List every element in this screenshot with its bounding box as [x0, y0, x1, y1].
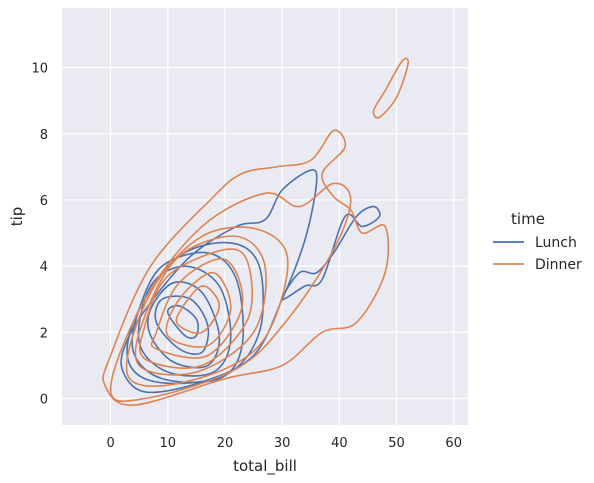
tick-labels: 0 10 20 30 40 50 60 0 2 4 6 8 10 — [31, 62, 462, 451]
dinner-contour-line — [134, 235, 267, 376]
plot-background — [62, 8, 468, 425]
legend-label-lunch: Lunch — [535, 235, 577, 251]
dinner-contour-line — [138, 248, 254, 369]
lunch-contour-line — [154, 295, 210, 355]
dinner-contour-line — [109, 182, 352, 402]
lunch-contour-line — [166, 304, 199, 339]
lunch-contour-line — [281, 205, 381, 301]
y-tick-label: 8 — [40, 128, 48, 143]
lunch-contour-line — [137, 265, 232, 377]
contour-series — [102, 57, 409, 406]
x-axis-label: total_bill — [233, 457, 297, 476]
y-tick-label: 10 — [31, 62, 48, 77]
legend-label-dinner: Dinner — [535, 257, 582, 273]
lunch-contour-line — [146, 281, 221, 369]
legend-title: time — [511, 210, 545, 228]
dinner-contour-line — [150, 258, 244, 359]
dinner-contour-line — [102, 129, 390, 406]
lunch-contour-line — [120, 169, 318, 394]
y-tick-label: 0 — [40, 393, 48, 408]
legend: time Lunch Dinner — [493, 210, 582, 273]
x-tick-label: 60 — [445, 436, 462, 451]
x-tick-label: 30 — [274, 436, 291, 451]
x-tick-label: 20 — [217, 436, 234, 451]
x-tick-label: 50 — [388, 436, 405, 451]
lunch-contour-line — [131, 251, 245, 384]
x-tick-label: 0 — [106, 436, 114, 451]
y-axis-label: tip — [8, 207, 26, 227]
y-tick-label: 6 — [40, 194, 48, 209]
y-tick-label: 2 — [40, 326, 48, 341]
series-dinner — [102, 57, 409, 406]
x-tick-label: 40 — [331, 436, 348, 451]
dinner-contour-line — [175, 285, 221, 334]
y-tick-label: 4 — [40, 260, 48, 275]
dinner-contour-line — [372, 57, 409, 119]
dinner-contour-line — [165, 271, 232, 348]
x-tick-label: 10 — [160, 436, 177, 451]
dinner-contour-line — [125, 226, 289, 387]
